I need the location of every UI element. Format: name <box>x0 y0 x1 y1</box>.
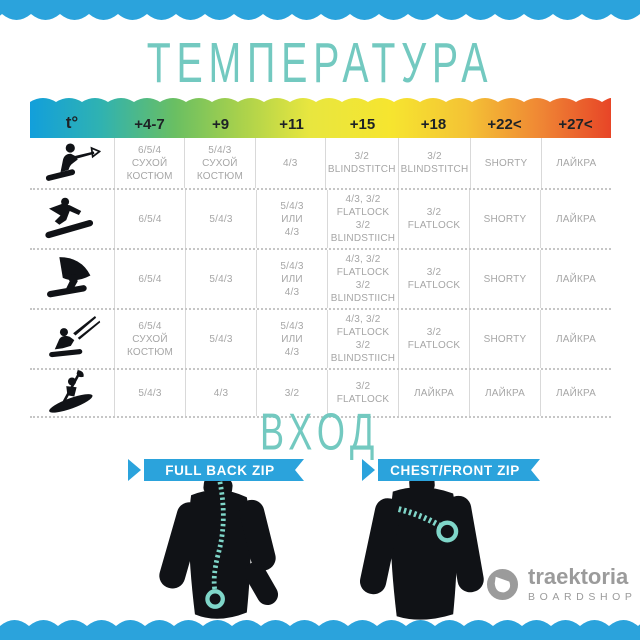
temp-label: +18 <box>420 116 447 133</box>
table-cell: ЛАЙКРА <box>540 190 611 248</box>
table-cell: 6/5/4 СУХОЙ КОСТЮМ <box>114 310 185 368</box>
traektoria-logo-icon <box>486 568 519 601</box>
ribbon-arrow-icon <box>362 459 375 481</box>
chest-zip-wetsuit-icon <box>359 476 484 620</box>
table-cell: 4/3, 3/2 FLATLOCK 3/2 BLINDSTIICH <box>327 310 398 368</box>
temp-label: +4-7 <box>134 116 165 133</box>
top-wave-border <box>0 0 640 20</box>
table-cell: 3/2 BLINDSTITCH <box>324 138 398 188</box>
wakeboard-icon <box>30 138 114 188</box>
bottom-wave-border <box>0 620 640 640</box>
table-cell: 5/4/3 ИЛИ 4/3 <box>256 190 327 248</box>
table-cell: 5/4/3 <box>114 370 185 416</box>
table-cell: SHORTY <box>469 250 540 308</box>
table-cell: 3/2 FLATLOCK <box>398 310 469 368</box>
logo-brand-text: traektoria <box>528 564 629 589</box>
table-cell: 5/4/3 ИЛИ 4/3 <box>256 310 327 368</box>
temp-unit-label: t° <box>65 113 79 132</box>
table-cell: 5/4/3 <box>185 190 256 248</box>
table-cell: ЛАЙКРА <box>540 250 611 308</box>
temperature-labels: t° +4-7 +9 +11 +15 +18 +22< +27< <box>30 94 611 138</box>
table-cell: SHORTY <box>470 138 540 188</box>
ribbon-label: FULL BACK ZIP <box>144 459 304 481</box>
table-row-windsurf: 6/5/4 5/4/3 5/4/3 ИЛИ 4/3 4/3, 3/2 FLATLOCK… <box>30 250 611 310</box>
table-cell: SHORTY <box>469 190 540 248</box>
table-cell: 5/4/3 ИЛИ 4/3 <box>256 250 327 308</box>
table-cell: SHORTY <box>469 310 540 368</box>
windsurf-icon <box>30 250 114 308</box>
temp-label: +27< <box>558 116 593 133</box>
wetsuit-table: 6/5/4 СУХОЙ КОСТЮМ 5/4/3 СУХОЙ КОСТЮМ 4/3 3… <box>30 138 611 418</box>
logo-subtitle-text: BOARDSHOP <box>528 591 637 603</box>
surf-icon <box>30 190 114 248</box>
table-cell: 3/2 FLATLOCK <box>327 370 398 416</box>
table-cell: 4/3, 3/2 FLATLOCK 3/2 BLINDSTIICH <box>327 190 398 248</box>
table-cell: 5/4/3 СУХОЙ КОСТЮМ <box>184 138 254 188</box>
entry-section-title: ВХОД <box>259 403 381 462</box>
table-cell: ЛАЙКРА <box>540 370 611 416</box>
back-zip-wetsuit-icon <box>159 478 279 619</box>
temperature-scale-bar: t° +4-7 +9 +11 +15 +18 +22< +27< <box>30 94 611 138</box>
temp-label: +22< <box>487 116 522 133</box>
table-cell: ЛАЙКРА <box>398 370 469 416</box>
temp-label: +15 <box>349 116 376 133</box>
ribbon-label: CHEST/FRONT ZIP <box>378 459 540 481</box>
table-row-kitesurf: 6/5/4 СУХОЙ КОСТЮМ 5/4/3 5/4/3 ИЛИ 4/3 4/3,… <box>30 310 611 370</box>
traektoria-logo: traektoria BOARDSHOP <box>486 566 637 603</box>
temp-label: +11 <box>279 116 304 133</box>
table-row-wakeboard: 6/5/4 СУХОЙ КОСТЮМ 5/4/3 СУХОЙ КОСТЮМ 4/3 3… <box>30 138 611 190</box>
table-cell: ЛАЙКРА <box>540 310 611 368</box>
table-cell: 4/3, 3/2 FLATLOCK 3/2 BLINDSTIICH <box>327 250 398 308</box>
table-cell: 5/4/3 <box>185 310 256 368</box>
ribbon-arrow-icon <box>128 459 141 481</box>
table-cell: 3/2 FLATLOCK <box>398 250 469 308</box>
table-cell: ЛАЙКРА <box>469 370 540 416</box>
page-title: ТЕМПЕРАТУРА <box>146 32 494 95</box>
table-row-kayak: 5/4/3 4/3 3/2 3/2 FLATLOCK ЛАЙКРА ЛАЙКРА ЛАЙКР… <box>30 370 611 418</box>
table-cell: 6/5/4 СУХОЙ КОСТЮМ <box>114 138 184 188</box>
full-back-zip-ribbon: FULL BACK ZIP <box>128 459 304 481</box>
table-cell: 6/5/4 <box>114 190 185 248</box>
table-row-surf: 6/5/4 5/4/3 5/4/3 ИЛИ 4/3 4/3, 3/2 FLATLOCK… <box>30 190 611 250</box>
table-cell: 3/2 <box>256 370 327 416</box>
table-cell: 3/2 BLINDSTITCH <box>397 138 471 188</box>
table-cell: 4/3 <box>185 370 256 416</box>
table-cell: 6/5/4 <box>114 250 185 308</box>
chest-front-zip-ribbon: CHEST/FRONT ZIP <box>362 459 540 481</box>
table-cell: 3/2 FLATLOCK <box>398 190 469 248</box>
kitesurf-icon <box>30 310 114 368</box>
temp-label: +9 <box>211 116 230 133</box>
table-cell: 5/4/3 <box>185 250 256 308</box>
table-cell: 4/3 <box>254 138 325 188</box>
table-cell: ЛАЙКРА <box>540 138 611 188</box>
